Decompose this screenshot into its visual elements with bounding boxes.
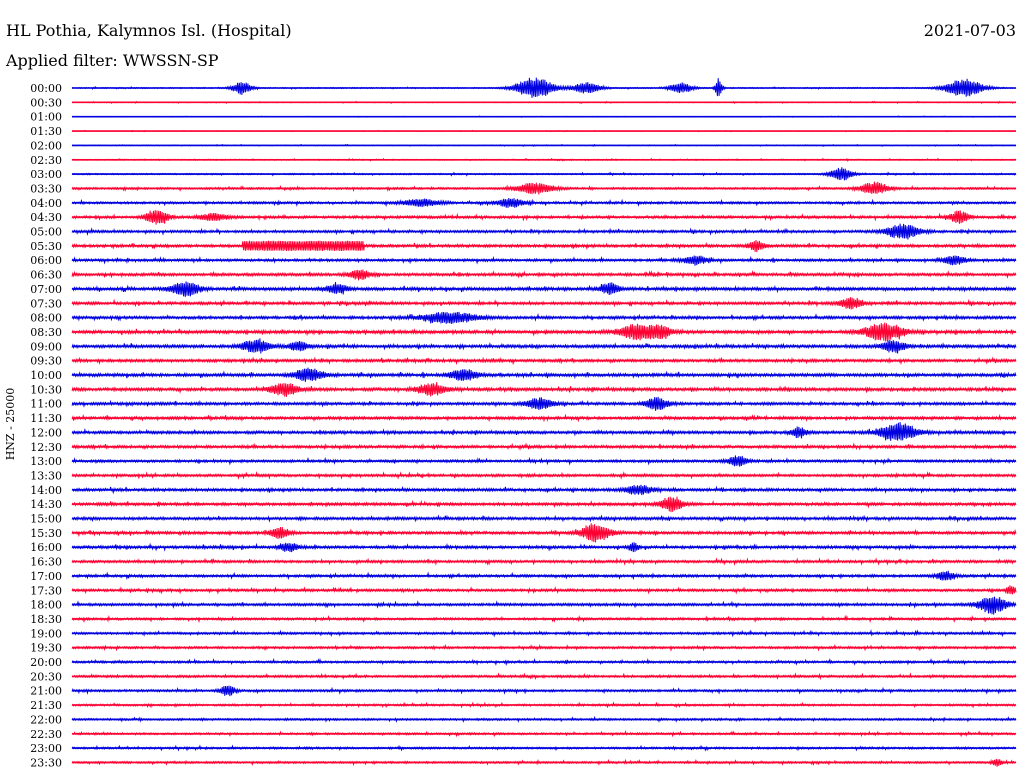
time-label: 02:00 bbox=[30, 139, 62, 152]
time-label: 21:00 bbox=[30, 685, 62, 698]
time-label: 15:30 bbox=[30, 527, 62, 540]
time-label: 08:30 bbox=[30, 326, 62, 339]
time-label: 18:00 bbox=[30, 599, 62, 612]
time-label: 00:00 bbox=[30, 82, 62, 95]
time-label: 03:30 bbox=[30, 182, 62, 195]
time-label: 13:30 bbox=[30, 469, 62, 482]
time-label: 12:30 bbox=[30, 441, 62, 454]
time-label: 17:30 bbox=[30, 584, 62, 597]
time-label: 07:30 bbox=[30, 297, 62, 310]
trace-line bbox=[71, 596, 1017, 615]
time-label: 21:30 bbox=[30, 699, 62, 712]
time-label: 06:00 bbox=[30, 254, 62, 267]
time-label: 18:30 bbox=[30, 613, 62, 626]
time-label: 10:30 bbox=[30, 383, 62, 396]
channel-label: HNZ - 25000 bbox=[4, 388, 17, 461]
filter-label: Applied filter: WWSSN-SP bbox=[5, 51, 219, 70]
station-title: HL Pothia, Kalymnos Isl. (Hospital) bbox=[6, 21, 292, 40]
time-label: 09:30 bbox=[30, 355, 62, 368]
time-label: 01:30 bbox=[30, 125, 62, 138]
time-label: 14:30 bbox=[30, 498, 62, 511]
time-label: 11:30 bbox=[30, 412, 62, 425]
time-label: 04:30 bbox=[30, 211, 62, 224]
time-label: 00:30 bbox=[30, 96, 62, 109]
time-label: 15:00 bbox=[30, 513, 62, 526]
time-label: 02:30 bbox=[30, 154, 62, 167]
date-label: 2021-07-03 bbox=[924, 21, 1016, 40]
time-label: 13:00 bbox=[30, 455, 62, 468]
time-label: 17:00 bbox=[30, 570, 62, 583]
time-label: 22:30 bbox=[30, 728, 62, 741]
time-label: 07:00 bbox=[30, 283, 62, 296]
time-label: 05:30 bbox=[30, 240, 62, 253]
time-label: 04:00 bbox=[30, 197, 62, 210]
time-label: 16:00 bbox=[30, 541, 62, 554]
time-label: 19:30 bbox=[30, 642, 62, 655]
time-label: 05:00 bbox=[30, 226, 62, 239]
time-label: 06:30 bbox=[30, 269, 62, 282]
time-label: 11:00 bbox=[30, 398, 62, 411]
time-label: 09:00 bbox=[30, 340, 62, 353]
time-label: 16:30 bbox=[30, 556, 62, 569]
trace-line bbox=[71, 422, 1017, 441]
time-label: 12:00 bbox=[30, 426, 62, 439]
time-label: 22:00 bbox=[30, 713, 62, 726]
time-label: 08:00 bbox=[30, 312, 62, 325]
time-label: 23:00 bbox=[30, 742, 62, 755]
time-label: 10:00 bbox=[30, 369, 62, 382]
time-label: 19:00 bbox=[30, 627, 62, 640]
time-label: 20:30 bbox=[30, 670, 62, 683]
time-label: 23:30 bbox=[30, 756, 62, 769]
time-label: 20:00 bbox=[30, 656, 62, 669]
time-label: 14:00 bbox=[30, 484, 62, 497]
time-label: 01:00 bbox=[30, 111, 62, 124]
trace-group bbox=[71, 77, 1017, 767]
time-label: 03:00 bbox=[30, 168, 62, 181]
